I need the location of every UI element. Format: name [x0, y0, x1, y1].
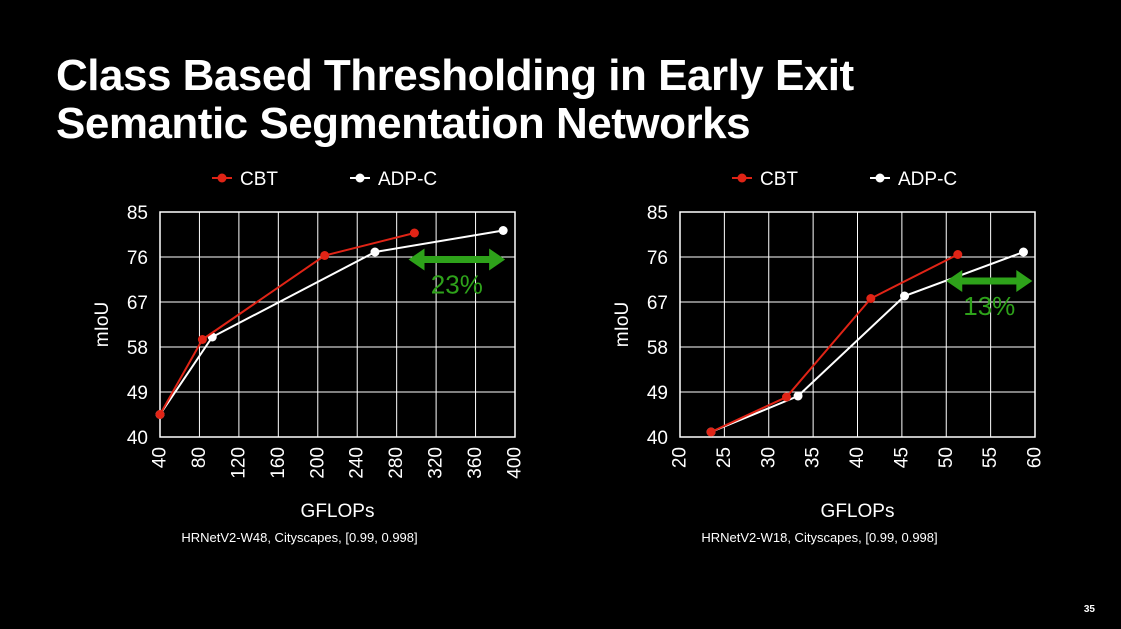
- slide-title-line-1: Class Based Thresholding in Early Exit: [56, 51, 854, 100]
- x-tick-label: 120: [228, 447, 249, 479]
- data-point-cbt: [155, 410, 165, 419]
- x-tick-label: 50: [936, 447, 957, 468]
- y-axis-label: mIoU: [612, 302, 633, 347]
- x-tick-label: 30: [758, 447, 779, 468]
- chart-caption: HRNetV2-W48, Cityscapes, [0.99, 0.998]: [181, 530, 417, 545]
- x-tick-label: 20: [670, 447, 691, 468]
- series-line-adp-c: [710, 251, 1024, 433]
- slide-title-line-2: Semantic Segmentation Networks: [56, 99, 751, 148]
- data-point-cbt: [197, 335, 207, 344]
- series-line-cbt: [159, 232, 415, 415]
- chart-left: 40 49 58 67 76 85 40 80 120 160 200 240 280 320 360 400…: [92, 169, 526, 545]
- data-point-adp-c: [370, 247, 380, 257]
- gap-arrow-head-left: [408, 248, 425, 271]
- chart-caption: HRNetV2-W18, Cityscapes, [0.99, 0.998]: [701, 530, 937, 545]
- x-tick-label: 400: [505, 447, 526, 479]
- data-point-cbt: [782, 392, 791, 402]
- x-tick-label: 60: [1025, 447, 1046, 468]
- y-tick-label: 40: [647, 428, 668, 449]
- x-tick-label: 200: [307, 447, 328, 479]
- legend-marker-cbt: [737, 173, 747, 183]
- gap-annotation-label: 13%: [963, 291, 1015, 321]
- x-tick-label: 45: [891, 447, 912, 468]
- y-tick-label: 85: [647, 203, 668, 224]
- y-tick-label: 58: [127, 338, 148, 359]
- legend-label-cbt: CBT: [760, 169, 798, 190]
- y-tick-label: 49: [127, 383, 148, 404]
- data-point-adp-c: [793, 391, 803, 401]
- data-point-cbt: [409, 228, 419, 238]
- x-tick-label: 40: [150, 447, 171, 468]
- y-tick-label: 58: [647, 338, 668, 359]
- y-tick-label: 85: [127, 203, 148, 224]
- grid: [679, 211, 1036, 438]
- y-tick-label: 40: [127, 428, 148, 449]
- x-tick-label: 280: [386, 447, 407, 479]
- data-point-adp-c: [1018, 247, 1028, 257]
- data-point-adp-c: [900, 291, 910, 301]
- x-tick-label: 55: [980, 447, 1001, 468]
- legend-marker-cbt: [217, 173, 227, 183]
- y-tick-label: 76: [127, 248, 148, 269]
- y-tick-label: 76: [647, 248, 668, 269]
- data-point-cbt: [866, 294, 876, 303]
- series-line-adp-c: [159, 229, 504, 416]
- x-tick-label: 80: [189, 447, 210, 468]
- legend-marker-adp-c: [875, 173, 885, 183]
- gap-arrow-head-right: [1016, 270, 1033, 292]
- slide-title: Class Based Thresholding in Early Exit S…: [56, 52, 1056, 148]
- legend-label-adp-c: ADP-C: [378, 169, 437, 190]
- series-line-cbt: [710, 253, 959, 433]
- plot-frame: [159, 211, 516, 438]
- chart-right: 40 49 58 67 76 85 20 25 30 35 40 45 50 55 60 GFLOPs mIoU…: [612, 169, 1046, 545]
- x-tick-label: 240: [347, 447, 368, 479]
- plot-frame: [679, 211, 1036, 438]
- y-axis-label: mIoU: [92, 302, 113, 347]
- x-tick-label: 360: [465, 447, 486, 479]
- data-point-cbt: [953, 250, 963, 259]
- x-axis-label: GFLOPs: [821, 501, 895, 522]
- legend-label-cbt: CBT: [240, 169, 278, 190]
- gap-annotation-label: 23%: [431, 270, 483, 300]
- y-tick-label: 67: [127, 293, 148, 314]
- x-tick-label: 320: [426, 447, 447, 479]
- data-point-cbt: [320, 251, 330, 260]
- legend-marker-adp-c: [355, 173, 365, 183]
- y-tick-label: 49: [647, 383, 668, 404]
- x-tick-label: 35: [803, 447, 824, 468]
- legend-label-adp-c: ADP-C: [898, 169, 957, 190]
- y-tick-label: 67: [647, 293, 668, 314]
- x-tick-label: 40: [847, 447, 868, 468]
- gap-arrow-head-left: [946, 270, 963, 292]
- grid: [159, 211, 516, 438]
- data-point-adp-c: [498, 226, 508, 235]
- gap-arrow-head-right: [489, 248, 506, 271]
- slide-number: 35: [1083, 604, 1095, 615]
- x-tick-label: 160: [268, 447, 289, 479]
- x-tick-label: 25: [714, 447, 735, 468]
- x-axis-label: GFLOPs: [301, 501, 375, 522]
- data-point-cbt: [706, 427, 716, 437]
